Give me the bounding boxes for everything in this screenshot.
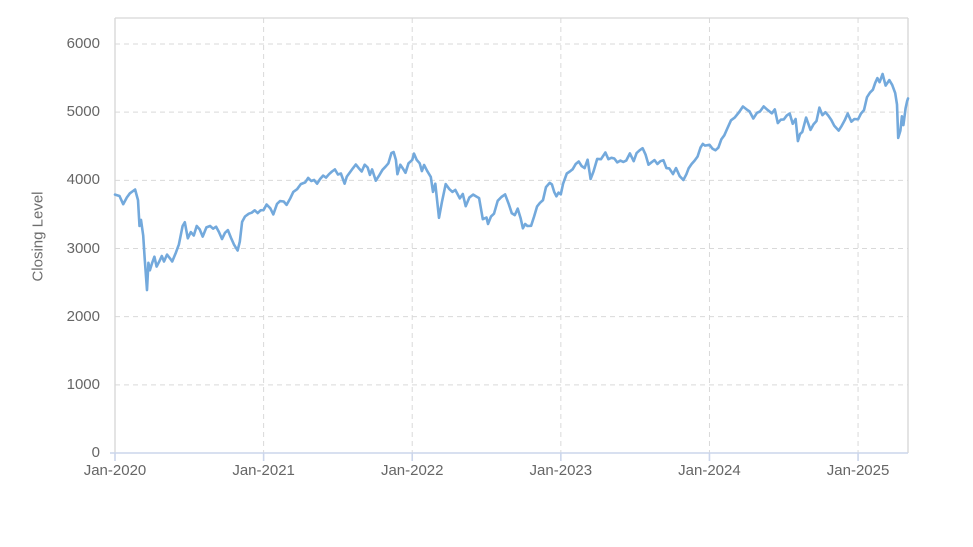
x-tick-label: Jan-2023 — [529, 462, 593, 479]
x-tick-label: Jan-2025 — [826, 462, 890, 479]
y-tick-label: 1000 — [66, 375, 100, 393]
y-tick-label: 5000 — [66, 103, 100, 121]
y-tick-label: 6000 — [66, 35, 100, 52]
x-tick-label: Jan-2021 — [232, 462, 295, 479]
closing-level-series-line — [113, 72, 910, 292]
y-tick-label: 2000 — [66, 307, 100, 325]
x-tick-label: Jan-2024 — [678, 462, 741, 479]
y-tick-label: 3000 — [66, 239, 100, 257]
y-tick-label: 0 — [91, 444, 100, 461]
y-tick-label: 4000 — [66, 171, 100, 189]
x-tick-label: Jan-2022 — [380, 462, 444, 479]
x-tick-label: Jan-2020 — [83, 462, 147, 479]
